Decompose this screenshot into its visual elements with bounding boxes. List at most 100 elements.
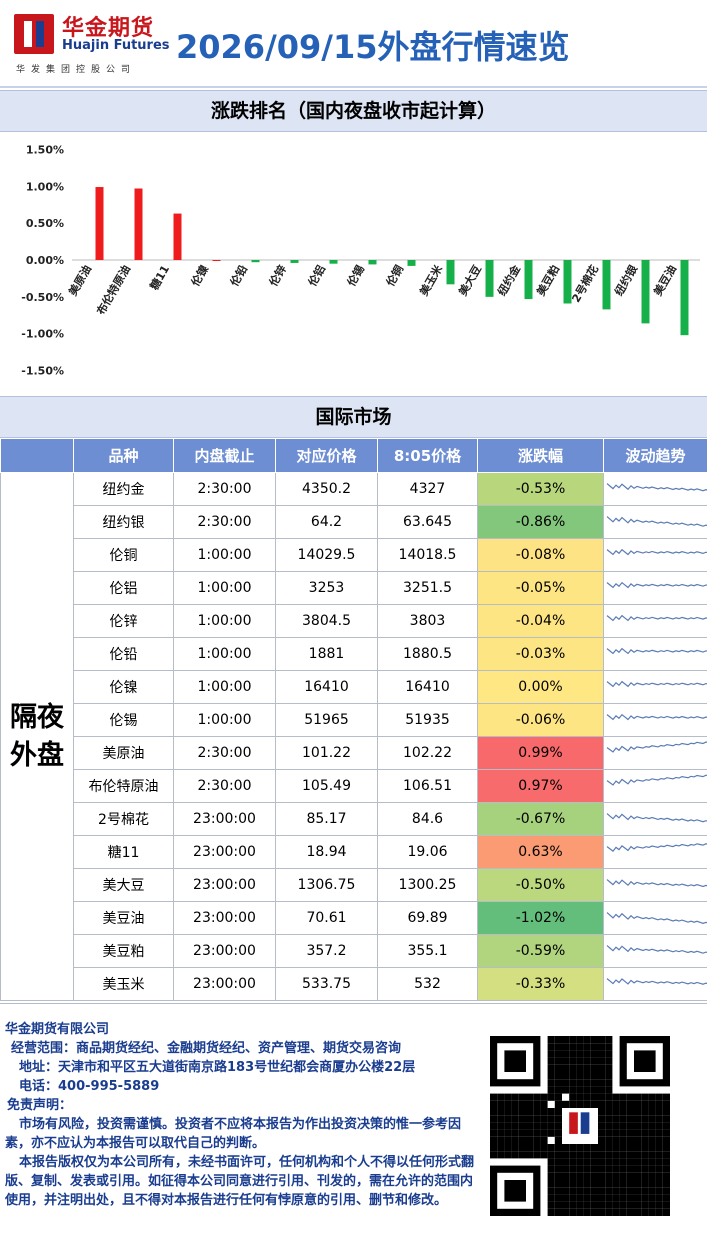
trend-sparkline: [603, 736, 707, 770]
trend-sparkline: [603, 604, 707, 638]
reference-price: 3253: [275, 571, 378, 605]
reference-price: 16410: [275, 670, 378, 704]
table-row: 伦铅 1:00:00 1881 1880.5 -0.03%: [1, 637, 707, 671]
company-name: 华金期货有限公司: [5, 1022, 110, 1037]
business-scope: 经营范围：商品期货经纪、金融期货经纪、资产管理、期货交易咨询: [11, 1041, 402, 1056]
cutoff-time: 2:30:00: [173, 472, 276, 506]
y-tick-label: 1.50%: [26, 143, 64, 156]
y-tick-label: 1.00%: [26, 180, 64, 193]
cutoff-time: 1:00:00: [173, 670, 276, 704]
y-tick-label: -1.50%: [21, 365, 64, 378]
market-section-title: 国际市场: [0, 396, 707, 438]
chart-bar: [563, 260, 572, 304]
column-header: 对应价格: [275, 438, 378, 473]
cutoff-time: 1:00:00: [173, 637, 276, 671]
x-tick-label: 伦镍: [188, 263, 211, 289]
brand-subtitle: 华发集团控股公司: [16, 65, 137, 75]
table-row: 伦铝 1:00:00 3253 3251.5 -0.05%: [1, 571, 707, 605]
change-percent: -0.53%: [477, 472, 604, 506]
cutoff-time: 23:00:00: [173, 835, 276, 869]
price-805: 3251.5: [377, 571, 478, 605]
chart-bar: [173, 213, 182, 260]
y-tick-label: 0.00%: [26, 254, 64, 267]
reference-price: 1881: [275, 637, 378, 671]
table-row: 美玉米 23:00:00 533.75 532 -0.33%: [1, 967, 707, 1001]
cutoff-time: 23:00:00: [173, 868, 276, 902]
reference-price: 4350.2: [275, 472, 378, 506]
x-tick-label: 布伦特原油: [93, 263, 133, 318]
trend-sparkline: [603, 901, 707, 935]
table-row: 布伦特原油 2:30:00 105.49 106.51 0.97%: [1, 769, 707, 803]
y-tick-label: -1.00%: [21, 328, 64, 341]
change-percent: -0.06%: [477, 703, 604, 737]
reference-price: 14029.5: [275, 538, 378, 572]
x-tick-label: 伦锡: [344, 263, 367, 289]
cutoff-time: 2:30:00: [173, 736, 276, 770]
column-header: 8:05价格: [377, 438, 478, 473]
trend-sparkline: [603, 835, 707, 869]
x-tick-label: 糖11: [147, 263, 172, 293]
chart-bar: [95, 187, 104, 260]
x-tick-label: 美玉米: [416, 262, 445, 298]
price-805: 69.89: [377, 901, 478, 935]
price-805: 1300.25: [377, 868, 478, 902]
trend-sparkline: [603, 571, 707, 605]
page-title: 2026/09/15外盘行情速览: [176, 28, 570, 66]
reference-price: 1306.75: [275, 868, 378, 902]
chart-bar: [251, 260, 260, 263]
table-row: 伦锌 1:00:00 3804.5 3803 -0.04%: [1, 604, 707, 638]
product-name: 伦铜: [73, 538, 174, 572]
change-percent: -0.05%: [477, 571, 604, 605]
chart-bar: [485, 260, 494, 297]
chart-bar: [641, 260, 650, 324]
product-name: 伦锌: [73, 604, 174, 638]
cutoff-time: 1:00:00: [173, 538, 276, 572]
y-tick-label: -0.50%: [21, 291, 64, 304]
change-percent: -1.02%: [477, 901, 604, 935]
price-805: 1880.5: [377, 637, 478, 671]
column-header: 波动趋势: [603, 438, 707, 473]
reference-price: 101.22: [275, 736, 378, 770]
chart-bar: [368, 260, 377, 265]
table-row: 伦铜 1:00:00 14029.5 14018.5 -0.08%: [1, 538, 707, 572]
product-name: 美玉米: [73, 967, 174, 1001]
x-tick-label: 伦铝: [305, 263, 328, 289]
x-tick-label: 2号棉花: [569, 263, 601, 305]
product-name: 伦铝: [73, 571, 174, 605]
product-name: 伦锡: [73, 703, 174, 737]
market-table: 品种 内盘截止 对应价格 8:05价格 涨跌幅 波动趋势 隔夜外盘 纽约金 2:30:00 43…: [0, 438, 707, 1001]
trend-sparkline: [603, 769, 707, 803]
table-row: 伦锡 1:00:00 51965 51935 -0.06%: [1, 703, 707, 737]
product-name: 美豆油: [73, 901, 174, 935]
reference-price: 357.2: [275, 934, 378, 968]
price-805: 19.06: [377, 835, 478, 869]
change-percent: -0.59%: [477, 934, 604, 968]
cutoff-time: 23:00:00: [173, 802, 276, 836]
table-row: 2号棉花 23:00:00 85.17 84.6 -0.67%: [1, 802, 707, 836]
cutoff-time: 1:00:00: [173, 571, 276, 605]
change-percent: 0.00%: [477, 670, 604, 704]
product-name: 2号棉花: [73, 802, 174, 836]
reference-price: 70.61: [275, 901, 378, 935]
price-805: 16410: [377, 670, 478, 704]
chart-bar: [524, 260, 533, 300]
reference-price: 18.94: [275, 835, 378, 869]
price-805: 106.51: [377, 769, 478, 803]
price-805: 355.1: [377, 934, 478, 968]
cutoff-time: 23:00:00: [173, 934, 276, 968]
ranking-section-title: 涨跌排名（国内夜盘收市起计算）: [0, 90, 707, 132]
change-percent: -0.33%: [477, 967, 604, 1001]
change-percent: -0.50%: [477, 868, 604, 902]
cutoff-time: 2:30:00: [173, 505, 276, 539]
change-percent: 0.97%: [477, 769, 604, 803]
x-tick-label: 美原油: [65, 263, 94, 299]
chart-bar: [329, 260, 338, 264]
disclaimer-text-1: 市场有风险，投资需谨慎。投资者不应将本报告为作出投资决策的惟一参考因素，亦不应认…: [5, 1117, 462, 1151]
cutoff-time: 2:30:00: [173, 769, 276, 803]
trend-sparkline: [603, 505, 707, 539]
trend-sparkline: [603, 670, 707, 704]
product-name: 伦铅: [73, 637, 174, 671]
trend-sparkline: [603, 703, 707, 737]
brand-name-cn: 华金期货: [62, 16, 155, 41]
trend-sparkline: [603, 538, 707, 572]
